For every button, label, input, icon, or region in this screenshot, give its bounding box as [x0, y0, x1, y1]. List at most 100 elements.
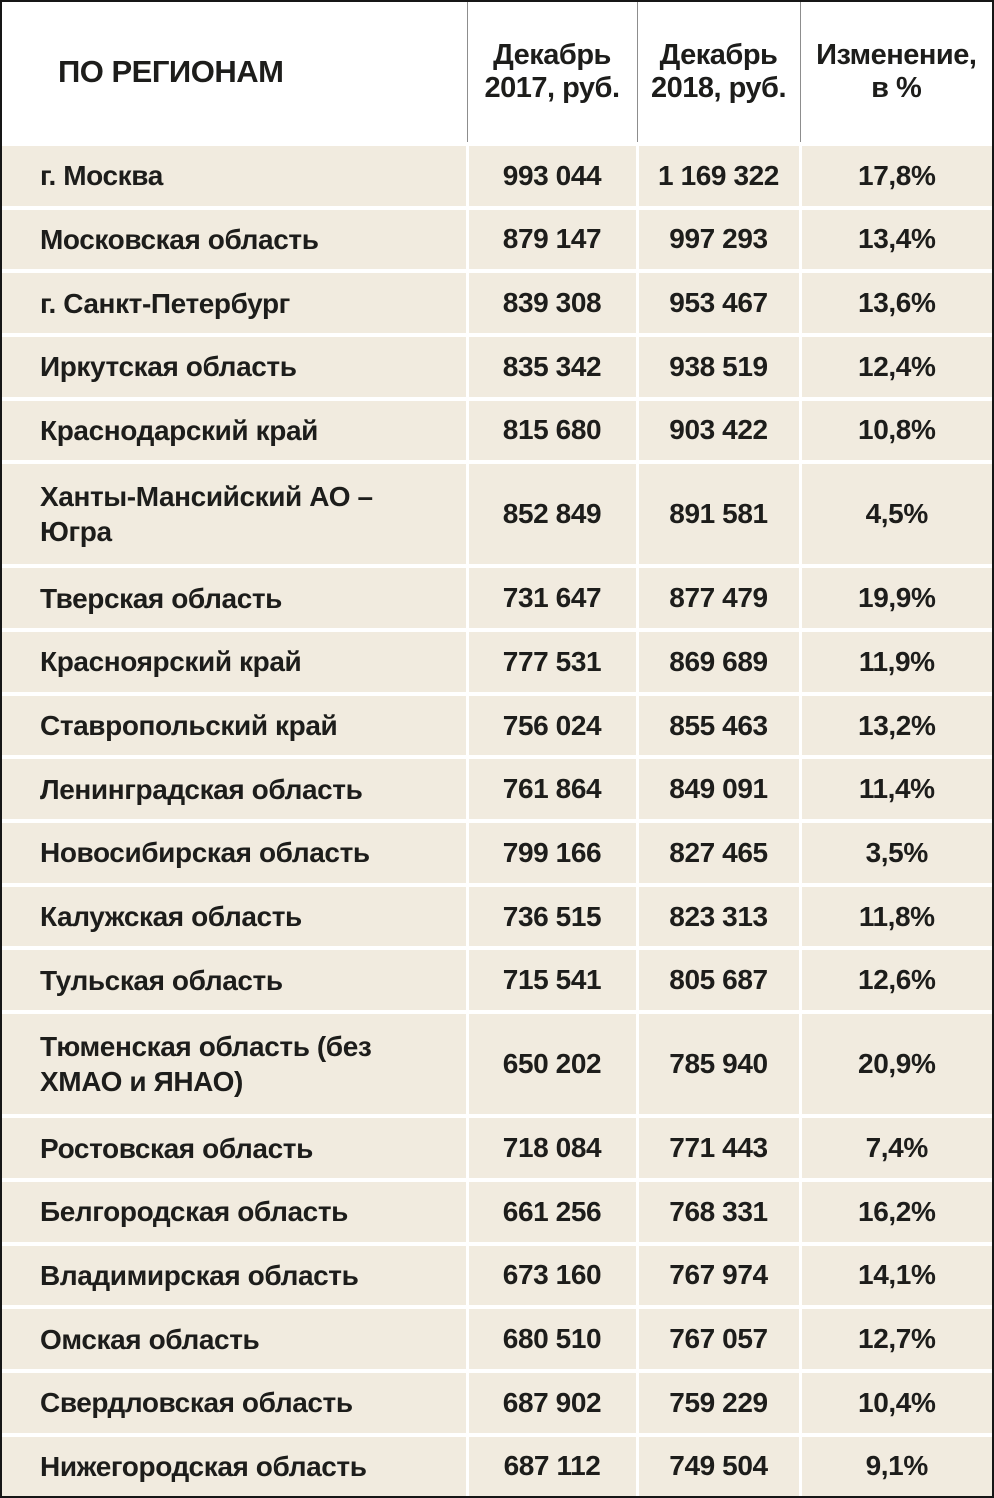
dec-2018-value-cell: 771 443 — [635, 1114, 800, 1180]
table-row: Новосибирская область 799 166 827 465 3,5% — [2, 819, 992, 885]
change-percent-cell: 13,6% — [798, 269, 992, 335]
dec-2017-value-cell: 756 024 — [465, 691, 637, 758]
change-percent-cell: 12,4% — [798, 332, 992, 399]
change-percent-cell: 11,8% — [798, 882, 992, 949]
dec-2018-value-cell: 749 504 — [635, 1432, 800, 1496]
dec-2017-value-cell: 799 166 — [465, 819, 637, 885]
dec-2017-value-cell: 715 541 — [465, 946, 637, 1013]
dec-2018-value-cell: 785 940 — [635, 1010, 800, 1117]
dec-2017-value-cell: 815 680 — [465, 396, 637, 463]
table-row: г. Москва 993 044 1 169 322 17,8% — [2, 142, 992, 208]
dec-2018-value-cell: 827 465 — [635, 819, 800, 885]
change-percent-cell: 12,7% — [798, 1305, 992, 1371]
table-row: Ленинградская область 761 864 849 091 11,4% — [2, 755, 992, 822]
dec-2018-value-cell: 869 689 — [635, 628, 800, 694]
table-row: Ставропольский край 756 024 855 463 13,2% — [2, 691, 992, 758]
region-cell: Белгородская область — [2, 1177, 467, 1244]
change-percent-cell: 16,2% — [798, 1177, 992, 1244]
region-cell: Омская область — [2, 1305, 467, 1371]
table-row: Омская область 680 510 767 057 12,7% — [2, 1305, 992, 1371]
dec-2017-value-cell: 879 147 — [465, 205, 637, 272]
table-row: Московская область 879 147 997 293 13,4% — [2, 205, 992, 272]
table-header: ПО РЕГИОНАМ Декабрь 2017, руб. Декабрь 2… — [2, 2, 992, 145]
region-cell: Нижегородская область — [2, 1432, 467, 1496]
dec-2017-value-cell: 761 864 — [465, 755, 637, 822]
dec-2018-value-cell: 767 057 — [635, 1305, 800, 1371]
change-percent-cell: 13,4% — [798, 205, 992, 272]
change-percent-cell: 20,9% — [798, 1010, 992, 1117]
dec-2018-value-cell: 767 974 — [635, 1241, 800, 1308]
dec-2018-value-cell: 903 422 — [635, 396, 800, 463]
region-cell: Калужская область — [2, 882, 467, 949]
region-cell: Тульская область — [2, 946, 467, 1013]
region-cell: Ростовская область — [2, 1114, 467, 1180]
dec-2018-value-cell: 877 479 — [635, 564, 800, 631]
region-cell: Красноярский край — [2, 628, 467, 694]
column-header-dec-2017: Декабрь 2017, руб. — [466, 2, 637, 145]
change-percent-cell: 11,9% — [798, 628, 992, 694]
region-cell: г. Москва — [2, 142, 467, 208]
dec-2017-value-cell: 680 510 — [465, 1305, 637, 1371]
change-percent-cell: 17,8% — [798, 142, 992, 208]
change-percent-cell: 10,4% — [798, 1368, 992, 1435]
region-cell: Краснодарский край — [2, 396, 467, 463]
table-row: Красноярский край 777 531 869 689 11,9% — [2, 628, 992, 694]
change-percent-cell: 19,9% — [798, 564, 992, 631]
dec-2018-value-cell: 823 313 — [635, 882, 800, 949]
change-percent-cell: 3,5% — [798, 819, 992, 885]
table-row: Владимирская область 673 160 767 974 14,1% — [2, 1241, 992, 1308]
change-percent-cell: 11,4% — [798, 755, 992, 822]
region-cell: Новосибирская область — [2, 819, 467, 885]
table-row: Нижегородская область 687 112 749 504 9,1% — [2, 1432, 992, 1496]
table-row: Тульская область 715 541 805 687 12,6% — [2, 946, 992, 1013]
dec-2018-value-cell: 1 169 322 — [635, 142, 800, 208]
table-row: Белгородская область 661 256 768 331 16,2% — [2, 1177, 992, 1244]
dec-2017-value-cell: 852 849 — [465, 460, 637, 567]
dec-2018-value-cell: 891 581 — [635, 460, 800, 567]
dec-2018-value-cell: 768 331 — [635, 1177, 800, 1244]
table-row: Тюменская область (без ХМАО и ЯНАО) 650 2… — [2, 1010, 992, 1117]
table-row: Свердловская область 687 902 759 229 10,4% — [2, 1368, 992, 1435]
region-cell: Иркутская область — [2, 332, 467, 399]
dec-2018-value-cell: 855 463 — [635, 691, 800, 758]
change-percent-cell: 14,1% — [798, 1241, 992, 1308]
region-cell: Ханты-Мансийский АО – Югра — [2, 460, 467, 567]
dec-2018-value-cell: 805 687 — [635, 946, 800, 1013]
dec-2017-value-cell: 673 160 — [465, 1241, 637, 1308]
dec-2017-value-cell: 650 202 — [465, 1010, 637, 1117]
dec-2018-value-cell: 759 229 — [635, 1368, 800, 1435]
change-percent-cell: 10,8% — [798, 396, 992, 463]
region-cell: Московская область — [2, 205, 467, 272]
change-percent-cell: 9,1% — [798, 1432, 992, 1496]
dec-2017-value-cell: 687 112 — [465, 1432, 637, 1496]
table-body: г. Москва 993 044 1 169 322 17,8% Московская… — [2, 142, 992, 1496]
dec-2018-value-cell: 849 091 — [635, 755, 800, 822]
region-cell: г. Санкт-Петербург — [2, 269, 467, 335]
region-cell: Владимирская область — [2, 1241, 467, 1308]
table-row: Тверская область 731 647 877 479 19,9% — [2, 564, 992, 631]
dec-2017-value-cell: 661 256 — [465, 1177, 637, 1244]
change-percent-cell: 12,6% — [798, 946, 992, 1013]
dec-2017-value-cell: 839 308 — [465, 269, 637, 335]
dec-2017-value-cell: 777 531 — [465, 628, 637, 694]
region-cell: Тюменская область (без ХМАО и ЯНАО) — [2, 1010, 467, 1117]
change-percent-cell: 13,2% — [798, 691, 992, 758]
table-row: Калужская область 736 515 823 313 11,8% — [2, 882, 992, 949]
table-row: Иркутская область 835 342 938 519 12,4% — [2, 332, 992, 399]
table-row: Краснодарский край 815 680 903 422 10,8% — [2, 396, 992, 463]
table-row: Ханты-Мансийский АО – Югра 852 849 891 581… — [2, 460, 992, 567]
column-header-dec-2018: Декабрь 2018, руб. — [636, 2, 800, 145]
table-row: Ростовская область 718 084 771 443 7,4% — [2, 1114, 992, 1180]
table-row: г. Санкт-Петербург 839 308 953 467 13,6% — [2, 269, 992, 335]
dec-2018-value-cell: 997 293 — [635, 205, 800, 272]
region-cell: Тверская область — [2, 564, 467, 631]
dec-2017-value-cell: 687 902 — [465, 1368, 637, 1435]
dec-2017-value-cell: 718 084 — [465, 1114, 637, 1180]
dec-2018-value-cell: 938 519 — [635, 332, 800, 399]
dec-2017-value-cell: 835 342 — [465, 332, 637, 399]
region-cell: Ленинградская область — [2, 755, 467, 822]
dec-2017-value-cell: 993 044 — [465, 142, 637, 208]
column-header-region: ПО РЕГИОНАМ — [2, 2, 467, 145]
